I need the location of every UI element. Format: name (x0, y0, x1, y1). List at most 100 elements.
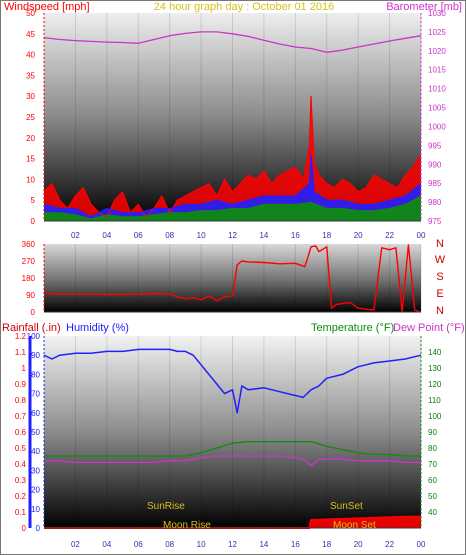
annotation-sunset: SunSet (330, 501, 363, 512)
barometer-tick-label: 1005 (428, 104, 446, 113)
wind-tick-label: 0 (31, 217, 36, 226)
wind-x-tick-label: 02 (71, 231, 80, 240)
wind-speed-area (44, 154, 421, 221)
windspeed-title: Windspeed [mph] (4, 1, 90, 13)
barometer-line (43, 31, 422, 53)
rainfall-axis-title: Rainfall (.in) (2, 322, 61, 334)
wind-x-tick-label: 20 (354, 231, 363, 240)
rain-x-tick-label: 04 (102, 540, 111, 549)
rain-x-tick-label: 18 (322, 540, 331, 549)
humidity-tick-label: 90 (31, 351, 40, 360)
dir-label-w: W (435, 254, 446, 266)
wind-tick-label: 5 (31, 196, 36, 205)
wind-tick-label: 50 (26, 9, 35, 18)
gust-area (44, 96, 421, 221)
direction-tick-label: 180 (22, 274, 36, 283)
gust-line (43, 95, 422, 218)
wind-x-tick-label: 18 (322, 231, 331, 240)
barometer-tick-label: 990 (428, 160, 442, 169)
graph-date-title: 24 hour graph day : October 01 2016 (154, 1, 334, 13)
humidity-tick-label: 0 (36, 524, 41, 533)
direction-tick-label: 270 (22, 257, 36, 266)
rain-x-tick-label: 16 (291, 540, 300, 549)
temperature-tick-label: 40 (428, 508, 437, 517)
rainfall-tick-label: 1.1 (15, 348, 27, 357)
wind-speed-line (43, 153, 422, 218)
temperature-tick-label: 120 (428, 380, 442, 389)
rainfall-tick-label: 0.9 (15, 380, 27, 389)
rainfall-tick-label: 0.2 (15, 492, 27, 501)
humidity-tick-label: 100 (27, 332, 41, 341)
wind-x-tick-label: 06 (134, 231, 143, 240)
humidity-tick-label: 10 (31, 505, 40, 514)
humidity-tick-label: 80 (31, 370, 40, 379)
wind-tick-label: 35 (26, 71, 35, 80)
axes-layer: 0510152025303540455097598098599099510001… (15, 9, 446, 549)
dir-label-e: E (436, 288, 443, 300)
barometer-tick-label: 1030 (428, 9, 446, 18)
dir-label-n-top: N (436, 238, 444, 250)
temperature-tick-label: 130 (428, 364, 442, 373)
rainfall-tick-label: 0.3 (15, 476, 27, 485)
rain-x-tick-label: 20 (354, 540, 363, 549)
wind-tick-label: 15 (26, 155, 35, 164)
dir-label-n-bottom: N (436, 305, 444, 317)
temperature-line (44, 440, 421, 457)
humidity-tick-label: 20 (31, 486, 40, 495)
temperature-tick-label: 140 (428, 348, 442, 357)
annotation-moonrise: Moon Rise (163, 520, 211, 531)
wind-x-tick-label: 04 (102, 231, 111, 240)
rainfall-tick-label: 0.8 (15, 396, 27, 405)
barometer-tick-label: 975 (428, 217, 442, 226)
wind-x-tick-label: 14 (259, 231, 268, 240)
barometer-tick-label: 1000 (428, 122, 446, 131)
rainfall-tick-label: 0.4 (15, 460, 27, 469)
barometer-tick-label: 1020 (428, 47, 446, 56)
rainfall-tick-label: 0 (22, 524, 27, 533)
temperature-tick-label: 50 (428, 492, 437, 501)
rain-x-tick-label: 14 (259, 540, 268, 549)
barometer-tick-label: 995 (428, 141, 442, 150)
wind-x-tick-label: 08 (165, 231, 174, 240)
temperature-tick-label: 80 (428, 444, 437, 453)
humidity-tick-label: 30 (31, 466, 40, 475)
direction-tick-label: 90 (26, 291, 35, 300)
humidity-axis-title: Humidity (%) (66, 322, 129, 334)
rain-x-tick-label: 12 (228, 540, 237, 549)
dewpoint-axis-title: Dew Point (°F) (393, 322, 465, 334)
annotation-moonset: Moon Set (333, 520, 376, 531)
wind-tick-label: 40 (26, 51, 35, 60)
humidity-line (43, 348, 422, 414)
rainfall-tick-label: 0.1 (15, 508, 27, 517)
wind-tick-label: 10 (26, 175, 35, 184)
rain-x-tick-label: 08 (165, 540, 174, 549)
barometer-tick-label: 985 (428, 179, 442, 188)
rainfall-tick-label: 1.2 (15, 332, 27, 341)
barometer-tick-label: 1025 (428, 28, 446, 37)
humidity-tick-label: 60 (31, 409, 40, 418)
temperature-tick-label: 110 (428, 396, 441, 405)
temperature-tick-label: 90 (428, 428, 437, 437)
wind-tick-label: 25 (26, 113, 35, 122)
barometer-title: Barometer [mb] (386, 1, 462, 13)
wind-direction-line (43, 244, 422, 313)
direction-right-labels: N W S E N (435, 238, 446, 317)
dir-label-s: S (436, 271, 443, 283)
direction-tick-label: 360 (22, 240, 36, 249)
rain-x-tick-label: 10 (197, 540, 206, 549)
rain-x-tick-label: 02 (71, 540, 80, 549)
direction-plot-area (44, 244, 421, 312)
wind-tick-label: 30 (26, 92, 35, 101)
rain-plot-area (44, 336, 421, 528)
direction-tick-label: 0 (31, 308, 36, 317)
temperature-tick-label: 100 (428, 412, 442, 421)
wind-x-tick-label: 00 (417, 231, 426, 240)
dew-point-line (44, 455, 421, 467)
temperature-axis-title: Temperature (°F) (311, 322, 394, 334)
rainfall-tick-label: 0.7 (15, 412, 27, 421)
wind-x-tick-label: 12 (228, 231, 237, 240)
rainfall-tick-label: 0.6 (15, 428, 27, 437)
humidity-tick-label: 40 (31, 447, 40, 456)
rain-x-tick-label: 06 (134, 540, 143, 549)
